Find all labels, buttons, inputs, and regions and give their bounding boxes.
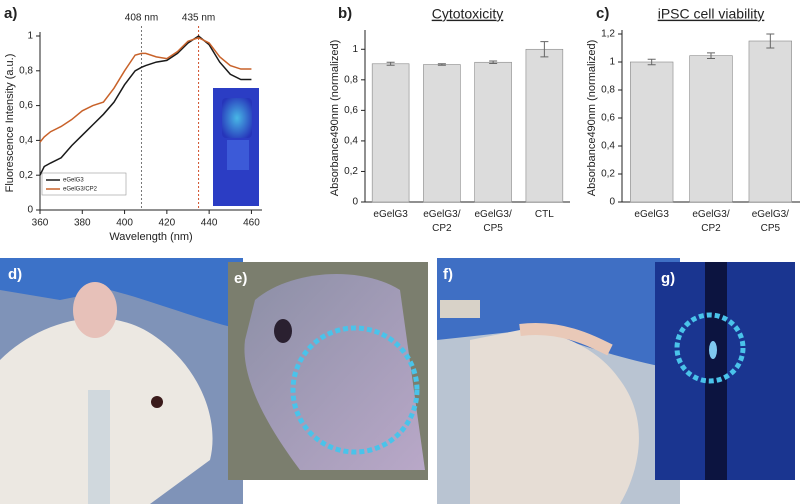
vial [222,98,252,138]
bar [423,64,461,203]
error-bar [707,52,715,59]
photo-g [655,262,795,480]
y-tick-label: 0,2 [601,169,615,180]
y-tick-label: 1 [352,44,358,55]
x-tick-label: CTL [535,209,554,220]
x-tick-label: eGelG3 [634,209,669,220]
x-tick-label: eGelG3/CP5 [752,209,789,234]
x-tick-label: 460 [243,218,260,229]
y-tick-label: 0 [609,197,615,208]
photo-f [437,258,680,504]
legend-label: eGelG3 [63,178,84,184]
y-axis-label: Absorbance490nm (normalized) [586,40,598,197]
y-tick-label: 0,6 [344,105,358,116]
line [39,35,252,176]
photo-label: g) [661,270,675,287]
panel-label: a) [4,5,17,22]
error-bar [647,58,656,66]
error-bar [437,63,446,66]
y-tick-label: 0,8 [601,85,615,96]
vial-body [227,140,249,170]
x-axis-label: Wavelength (nm) [109,231,192,243]
error-bar [540,41,549,58]
error-bar [766,33,775,49]
y-axis-label: Fluorescence Intensity (a.u.) [4,54,16,193]
y-tick-label: 0,6 [601,113,615,124]
photo-d [0,258,243,504]
bar [525,48,564,203]
x-tick-label: 360 [32,218,49,229]
panel-label: c) [596,5,609,22]
line [39,36,252,143]
y-tick-label: 0,4 [19,135,33,146]
y-tick-label: 1 [609,57,615,68]
y-tick-label: 0,2 [19,170,33,181]
y-tick-label: 0,2 [344,166,358,177]
annotation: 408 nm [125,13,158,24]
photo-e [228,262,428,480]
bar [630,61,674,203]
y-tick-label: 1 [27,31,33,42]
x-tick-label: eGelG3/CP2 [423,209,460,234]
y-tick-label: 0,8 [19,65,33,76]
x-tick-label: 440 [201,218,218,229]
legend-label: eGelG3/CP2 [63,187,98,193]
chart-title: iPSC cell viability [658,6,765,22]
panel-label: b) [338,5,352,22]
bar [474,61,512,203]
y-tick-label: 0 [27,205,33,216]
x-tick-label: 400 [116,218,133,229]
photo-label: f) [443,266,453,283]
photo-label: d) [8,266,22,283]
x-tick-label: eGelG3/CP5 [475,209,512,234]
legend [41,172,127,196]
x-tick-label: 380 [74,218,91,229]
error-bar [489,60,498,64]
chart-title: Cytotoxicity [432,6,504,22]
y-tick-label: 0,6 [19,100,33,111]
y-tick-label: 1,2 [601,29,615,40]
x-tick-label: eGelG3 [373,209,408,220]
bar [371,63,410,203]
x-tick-label: 420 [159,218,176,229]
y-tick-label: 0,4 [344,136,358,147]
error-bar [386,61,395,66]
y-tick-label: 0 [352,197,358,208]
bar [748,40,792,203]
y-axis-label: Absorbance490nm (normalized) [329,40,341,197]
y-tick-label: 0,8 [344,74,358,85]
x-tick-label: eGelG3/CP2 [692,209,729,234]
bar [689,55,733,203]
photo-label: e) [234,270,247,287]
y-tick-label: 0,4 [601,141,615,152]
annotation: 435 nm [182,13,215,24]
